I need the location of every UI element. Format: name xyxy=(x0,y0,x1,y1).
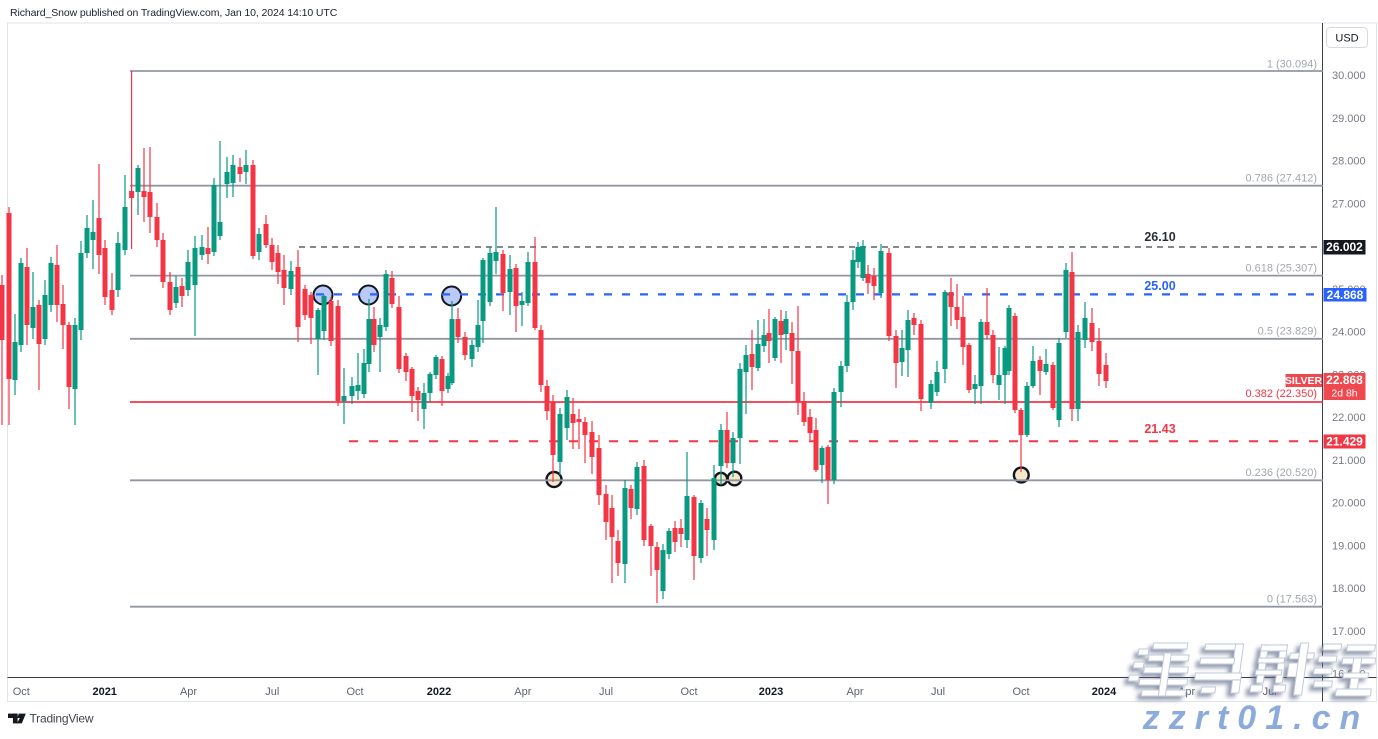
svg-text:24.868: 24.868 xyxy=(1327,288,1364,302)
svg-text:Oct: Oct xyxy=(13,686,30,698)
svg-text:20.000: 20.000 xyxy=(1332,498,1366,510)
svg-text:2024: 2024 xyxy=(1092,686,1117,698)
svg-text:22.868: 22.868 xyxy=(1326,373,1363,387)
svg-text:0.382 (22.350): 0.382 (22.350) xyxy=(1245,388,1317,400)
svg-text:24.000: 24.000 xyxy=(1332,327,1366,339)
svg-text:Oct: Oct xyxy=(1012,686,1029,698)
svg-text:0 (17.563): 0 (17.563) xyxy=(1267,594,1317,606)
svg-text:2023: 2023 xyxy=(759,686,783,698)
svg-text:25.00: 25.00 xyxy=(1144,279,1175,293)
svg-text:SILVER: SILVER xyxy=(1285,375,1323,387)
svg-text:TradingView: TradingView xyxy=(30,712,94,726)
svg-text:29.000: 29.000 xyxy=(1332,113,1366,125)
svg-text:18.000: 18.000 xyxy=(1332,583,1366,595)
svg-text:0.5 (23.829): 0.5 (23.829) xyxy=(1258,326,1317,338)
svg-text:zzrt01.cn: zzrt01.cn xyxy=(1142,699,1370,734)
svg-text:Richard_Snow published on Trad: Richard_Snow published on TradingView.co… xyxy=(10,7,338,19)
svg-text:30.000: 30.000 xyxy=(1332,70,1366,82)
svg-text:28.000: 28.000 xyxy=(1332,156,1366,168)
svg-text:Apr: Apr xyxy=(514,686,531,698)
svg-text:Oct: Oct xyxy=(346,686,363,698)
svg-text:Oct: Oct xyxy=(680,686,697,698)
svg-text:Jul: Jul xyxy=(265,686,279,698)
svg-text:17.000: 17.000 xyxy=(1332,626,1366,638)
svg-text:21.000: 21.000 xyxy=(1332,455,1366,467)
svg-text:27.000: 27.000 xyxy=(1332,198,1366,210)
svg-text:Jul: Jul xyxy=(599,686,613,698)
svg-text:21.43: 21.43 xyxy=(1144,422,1175,436)
svg-text:26.10: 26.10 xyxy=(1144,230,1175,244)
svg-text:Jul: Jul xyxy=(931,686,945,698)
svg-text:Apr: Apr xyxy=(180,686,197,698)
svg-text:0.618 (25.307): 0.618 (25.307) xyxy=(1245,263,1317,275)
svg-text:22.000: 22.000 xyxy=(1332,412,1366,424)
svg-text:2021: 2021 xyxy=(92,686,116,698)
svg-text:21.429: 21.429 xyxy=(1326,435,1363,449)
svg-text:2022: 2022 xyxy=(427,686,451,698)
svg-text:0.236 (20.520): 0.236 (20.520) xyxy=(1245,467,1317,479)
svg-text:USD: USD xyxy=(1335,33,1358,45)
svg-text:0.786 (27.412): 0.786 (27.412) xyxy=(1245,173,1317,185)
svg-text:Apr: Apr xyxy=(846,686,863,698)
svg-text:1 (30.094): 1 (30.094) xyxy=(1267,59,1317,71)
svg-text:19.000: 19.000 xyxy=(1332,540,1366,552)
svg-text:2d 8h: 2d 8h xyxy=(1331,388,1357,400)
svg-text:26.002: 26.002 xyxy=(1326,240,1363,254)
